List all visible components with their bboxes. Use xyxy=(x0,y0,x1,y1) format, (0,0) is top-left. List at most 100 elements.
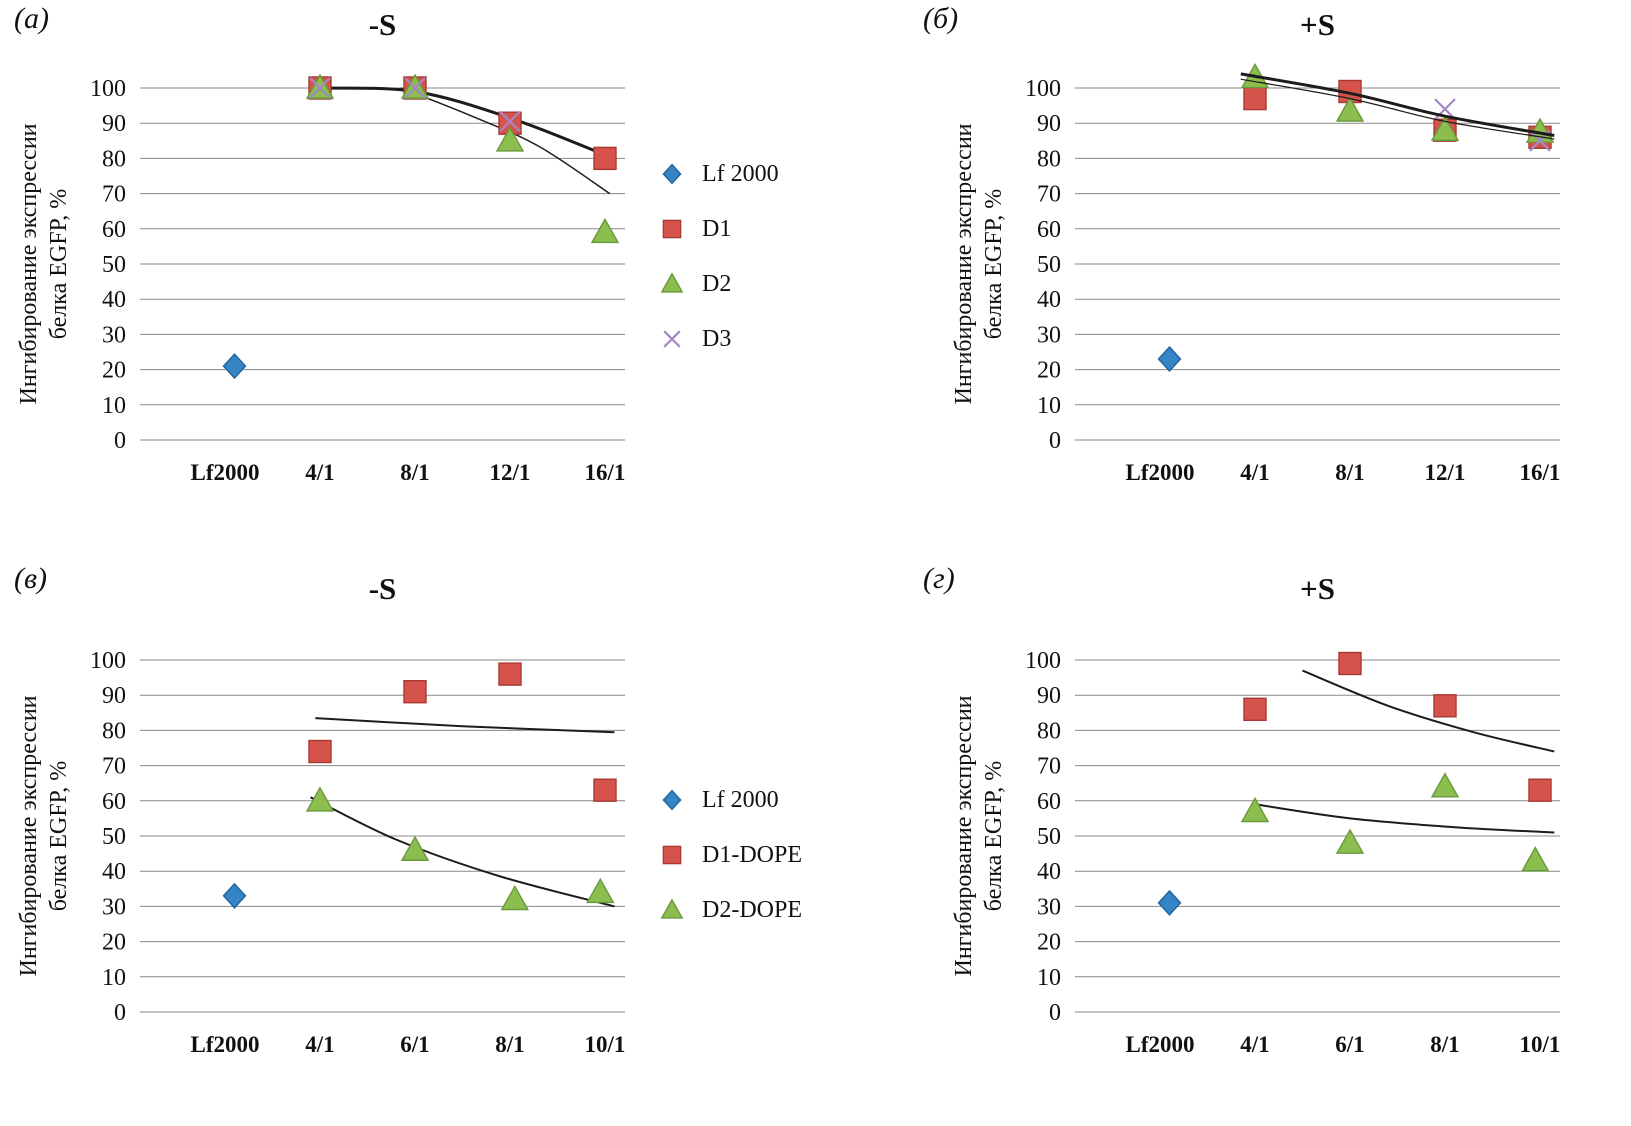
diamond-icon xyxy=(662,163,682,185)
x-marker-icon xyxy=(499,110,521,133)
legend-item-d3: D3 xyxy=(657,325,779,353)
triangle-marker-icon xyxy=(305,786,335,812)
chart-title-v: -S xyxy=(368,571,397,606)
diamond-marker-icon xyxy=(662,163,682,185)
y-tick-label: 0 xyxy=(114,428,126,454)
y-tick-label: 60 xyxy=(1037,789,1061,815)
square-marker-icon xyxy=(1243,86,1267,111)
triangle-marker-icon xyxy=(495,126,525,152)
y-tick-label: 40 xyxy=(102,287,126,313)
y-tick-label: 20 xyxy=(1037,358,1061,384)
diamond-marker-icon xyxy=(662,789,682,811)
x-axis-label: 8/1 xyxy=(1430,1032,1459,1057)
y-tick-label: 30 xyxy=(1037,322,1061,348)
y-tick-label: 60 xyxy=(102,217,126,243)
y-tick-label: 10 xyxy=(1037,393,1061,419)
y-tick-label: 90 xyxy=(102,683,126,709)
y-tick-label: 70 xyxy=(1037,754,1061,780)
legend-label: D1 xyxy=(702,215,732,242)
legend-label: Lf 2000 xyxy=(702,786,779,813)
x-axis-label: 6/1 xyxy=(400,1032,429,1057)
square-marker-icon xyxy=(1528,778,1552,802)
y-axis-title: белка EGFP, % xyxy=(981,189,1007,340)
triangle-marker-icon xyxy=(1335,828,1365,854)
trendline xyxy=(310,796,615,908)
x-axis-label: Lf2000 xyxy=(191,460,260,485)
y-tick-label: 50 xyxy=(1037,824,1061,850)
legend-label: D3 xyxy=(702,325,732,352)
diamond-marker-icon xyxy=(222,882,247,909)
y-tick-label: 10 xyxy=(1037,965,1061,991)
y-axis-title: белка EGFP, % xyxy=(981,761,1007,912)
x-axis-label: 4/1 xyxy=(1240,1032,1269,1057)
diamond-icon xyxy=(662,789,682,811)
x-axis-label: 12/1 xyxy=(490,460,531,485)
square-marker-icon xyxy=(1433,694,1457,718)
chart-title-g: +S xyxy=(1300,571,1335,606)
legend-panel-v: Lf 2000 D1-DOPE D2-DOPE xyxy=(657,786,802,924)
square-icon xyxy=(662,845,682,865)
x-axis-label: 4/1 xyxy=(1240,460,1269,485)
y-tick-label: 0 xyxy=(1049,1000,1061,1026)
diamond-marker-icon xyxy=(1157,345,1182,373)
y-tick-label: 100 xyxy=(1025,648,1061,674)
y-axis-title: Ингибирование экспрессии xyxy=(16,695,42,976)
y-tick-label: 80 xyxy=(1037,146,1061,172)
y-tick-label: 30 xyxy=(1037,894,1061,920)
x-axis-label: 10/1 xyxy=(1520,1032,1561,1057)
legend-item-d1: D1 xyxy=(657,215,779,243)
y-tick-label: 10 xyxy=(102,393,126,419)
chart-panel-v: 0 10 20 30 40 50 60 70 80 90 100 Lf2000 4/1 6/1 8/1 10/… xyxy=(16,648,625,1057)
y-tick-label: 50 xyxy=(102,824,126,850)
triangle-marker-icon xyxy=(400,835,430,861)
legend-item-d2: D2 xyxy=(657,270,779,298)
triangle-marker-icon xyxy=(590,217,620,244)
y-tick-label: 20 xyxy=(102,358,126,384)
y-tick-label: 100 xyxy=(90,648,126,674)
panel-label-a: (а) xyxy=(14,2,49,35)
trendline xyxy=(315,717,615,734)
x-icon xyxy=(663,330,681,348)
y-tick-label: 30 xyxy=(102,894,126,920)
y-tick-label: 50 xyxy=(102,252,126,278)
y-tick-label: 60 xyxy=(102,789,126,815)
triangle-icon xyxy=(660,898,684,919)
y-tick-label: 40 xyxy=(102,859,126,885)
y-tick-label: 70 xyxy=(102,754,126,780)
chart-title-a: -S xyxy=(368,7,397,42)
x-axis-label: 8/1 xyxy=(495,1032,524,1057)
x-axis-label: 16/1 xyxy=(1520,460,1561,485)
square-marker-icon xyxy=(1243,697,1267,722)
panel-label-b: (б) xyxy=(923,2,959,35)
x-axis-label: 8/1 xyxy=(400,460,429,485)
y-tick-label: 100 xyxy=(1025,76,1061,102)
y-axis-title: Ингибирование экспрессии xyxy=(16,123,42,404)
x-axis-label: 16/1 xyxy=(585,460,626,485)
triangle-marker-icon xyxy=(660,272,684,293)
legend-item-d2-dope: D2-DOPE xyxy=(657,896,802,924)
square-icon xyxy=(662,219,682,239)
x-axis-label: Lf2000 xyxy=(1126,1032,1195,1057)
y-tick-label: 80 xyxy=(102,718,126,744)
x-axis-label: Lf2000 xyxy=(1126,460,1195,485)
triangle-marker-icon xyxy=(660,898,684,919)
y-axis-title: белка EGFP, % xyxy=(46,761,72,912)
panel-label-v: (в) xyxy=(14,562,48,595)
y-tick-label: 100 xyxy=(90,76,126,102)
trendline xyxy=(1254,803,1555,834)
y-tick-label: 20 xyxy=(1037,930,1061,956)
y-tick-label: 70 xyxy=(102,182,126,208)
legend-item-lf-2000: Lf 2000 xyxy=(657,160,779,188)
legend-label: D2 xyxy=(702,270,732,297)
chart-panel-a: 0 10 20 30 40 50 60 70 80 90 100 Lf2000 4/1 8/1 12/1 16… xyxy=(16,73,626,485)
y-tick-label: 40 xyxy=(1037,859,1061,885)
y-tick-label: 80 xyxy=(102,146,126,172)
y-axis-title: Ингибирование экспрессии xyxy=(951,695,977,976)
trendline xyxy=(319,86,606,157)
panel-label-g: (г) xyxy=(923,562,955,595)
y-tick-label: 60 xyxy=(1037,217,1061,243)
y-tick-label: 0 xyxy=(114,1000,126,1026)
x-marker-icon xyxy=(404,77,426,99)
legend-label: D2-DOPE xyxy=(702,896,802,923)
